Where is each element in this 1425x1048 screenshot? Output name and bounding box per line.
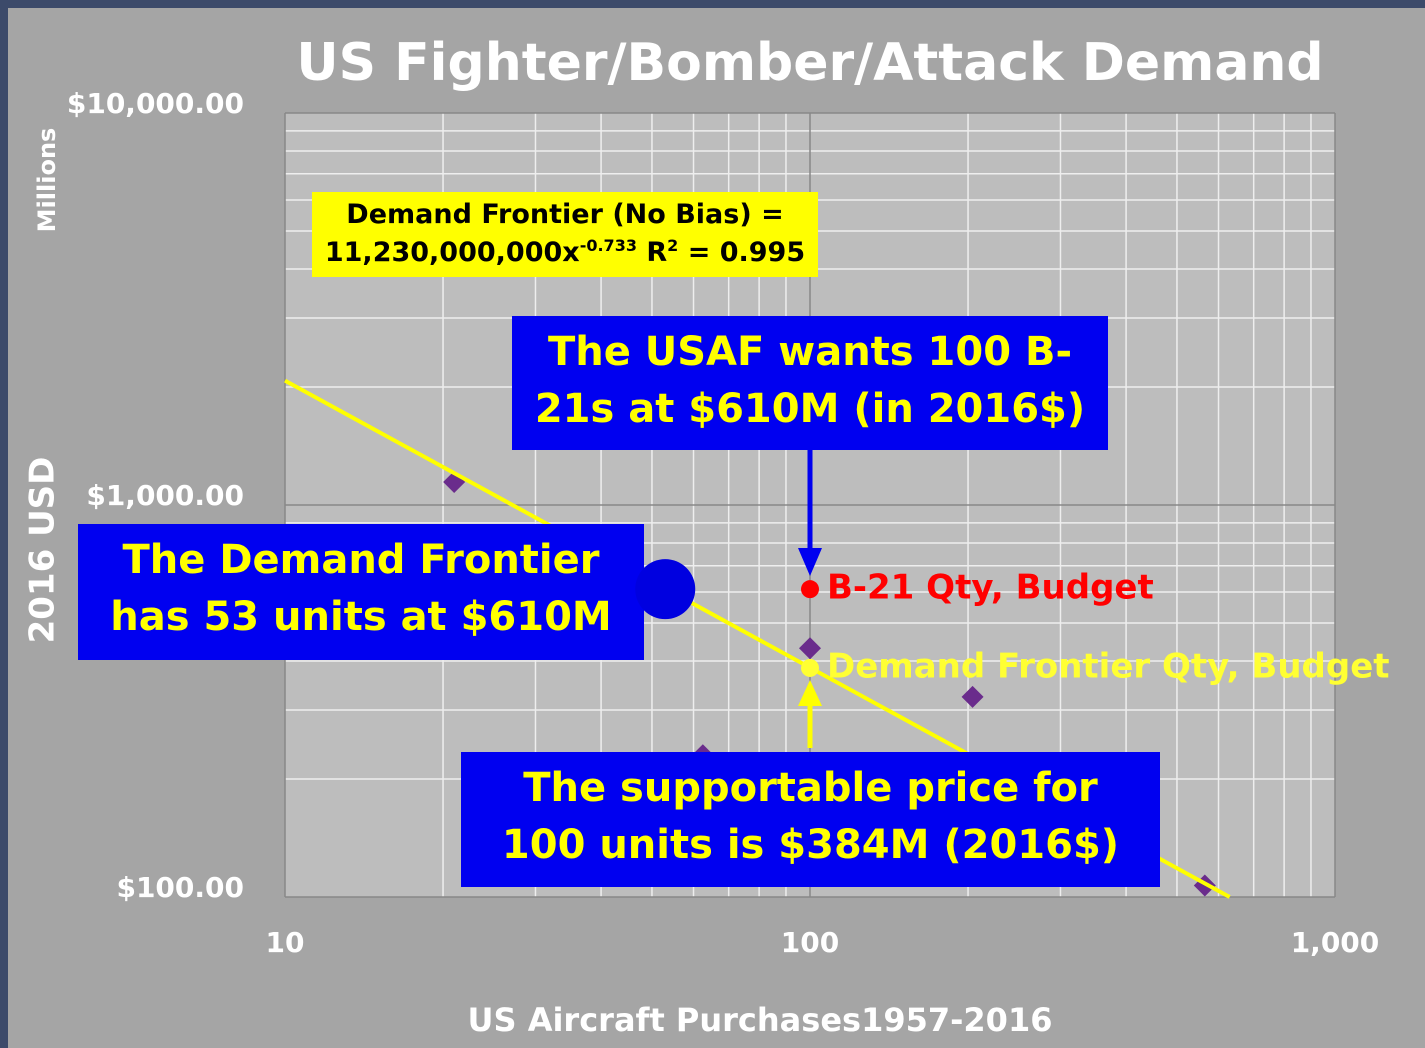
- annotation-line: The USAF wants 100 B-: [547, 329, 1073, 375]
- annotation-box: The USAF wants 100 B- 21s at $610M (in 2…: [512, 316, 1108, 450]
- annotation-line: The supportable price for: [523, 765, 1098, 811]
- x-tick-label: 100: [781, 926, 839, 959]
- annotation-line: 21s at $610M (in 2016$): [534, 386, 1086, 432]
- x-tick-label: 10: [266, 926, 305, 959]
- equation-text: R: [646, 237, 668, 268]
- x-tick-label: 1,000: [1291, 926, 1380, 959]
- x-axis-label: US Aircraft Purchases1957-2016: [468, 1001, 1053, 1039]
- y-tick-label: $10,000.00: [67, 87, 244, 120]
- y-axis-label: 2016 USD: [23, 457, 63, 644]
- y-tick-label: $100.00: [116, 871, 244, 904]
- y-unit: Millions: [33, 128, 61, 233]
- equation-exponent: 2: [667, 236, 679, 255]
- annotation-line: 100 units is $384M (2016$): [501, 822, 1120, 868]
- annotation-box: The supportable price for 100 units is $…: [461, 752, 1160, 887]
- equation-exponent: -0.733: [579, 236, 637, 255]
- annotation-box: The Demand Frontier has 53 units at $610…: [78, 524, 644, 660]
- equation-line: Demand Frontier (No Bias) =: [346, 199, 784, 230]
- annotation-line: has 53 units at $610M: [110, 594, 612, 640]
- equation-line: 11,230,000,000x-0.733 R2 = 0.995: [312, 234, 818, 272]
- equation-text: 11,230,000,000x: [324, 237, 580, 268]
- point: [961, 685, 984, 708]
- equation-box: Demand Frontier (No Bias) = 11,230,000,0…: [312, 192, 818, 277]
- annotation-line: The Demand Frontier: [122, 537, 600, 583]
- equation-text: = 0.995: [687, 237, 806, 268]
- chart-title: US Fighter/Bomber/Attack Demand: [296, 33, 1323, 93]
- y-tick-label: $1,000.00: [86, 479, 244, 512]
- point: [799, 637, 821, 660]
